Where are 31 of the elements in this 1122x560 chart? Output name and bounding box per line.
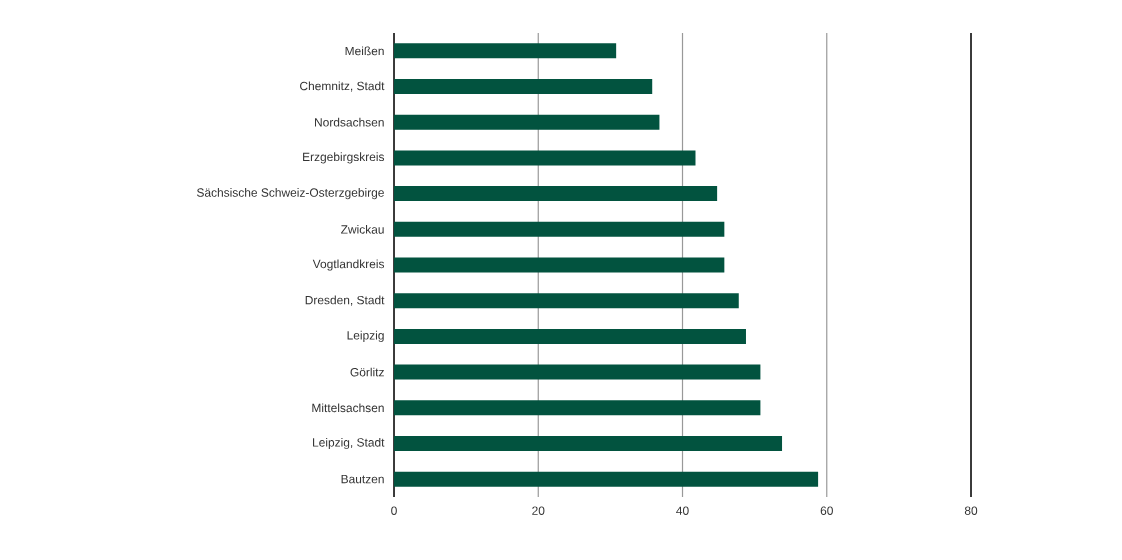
y-tick-label: Zwickau [341, 224, 384, 234]
bar [394, 186, 718, 202]
y-tick-label: Mittelsachsen [312, 403, 384, 413]
y-tick-label: Görlitz [350, 367, 384, 377]
bar [394, 328, 746, 344]
y-tick-label: Sächsische Schweiz-Osterzgebirge [196, 188, 384, 200]
y-tick-label: Dresden, Stadt [305, 295, 385, 306]
x-tick-label: 60 [820, 506, 833, 515]
bar [394, 257, 725, 273]
x-tick-label: 80 [964, 506, 978, 515]
bar [394, 114, 660, 130]
bar [394, 400, 761, 416]
y-tick-label: Leipzig, Stadt [313, 437, 385, 450]
bar [394, 43, 617, 59]
x-tick-label: 40 [676, 506, 689, 515]
bar [394, 471, 819, 487]
y-tick-label: Chemnitz, Stadt [300, 81, 385, 92]
y-tick-label: Nordsachsen [315, 117, 384, 127]
bar [394, 150, 696, 166]
bar [394, 221, 725, 237]
x-tick-label: 0 [391, 506, 397, 515]
y-tick-label: Leipzig [347, 330, 384, 342]
y-tick-label: Bautzen [341, 474, 384, 484]
bar [394, 364, 761, 380]
bar [394, 435, 783, 451]
y-tick-label: Erzgebirgskreis [303, 152, 385, 164]
y-tick-label: Meißen [345, 46, 384, 56]
bar [394, 293, 739, 309]
x-tick-label: 20 [532, 506, 545, 515]
y-tick-label: Vogtlandkreis [312, 259, 385, 271]
bar [394, 79, 653, 95]
